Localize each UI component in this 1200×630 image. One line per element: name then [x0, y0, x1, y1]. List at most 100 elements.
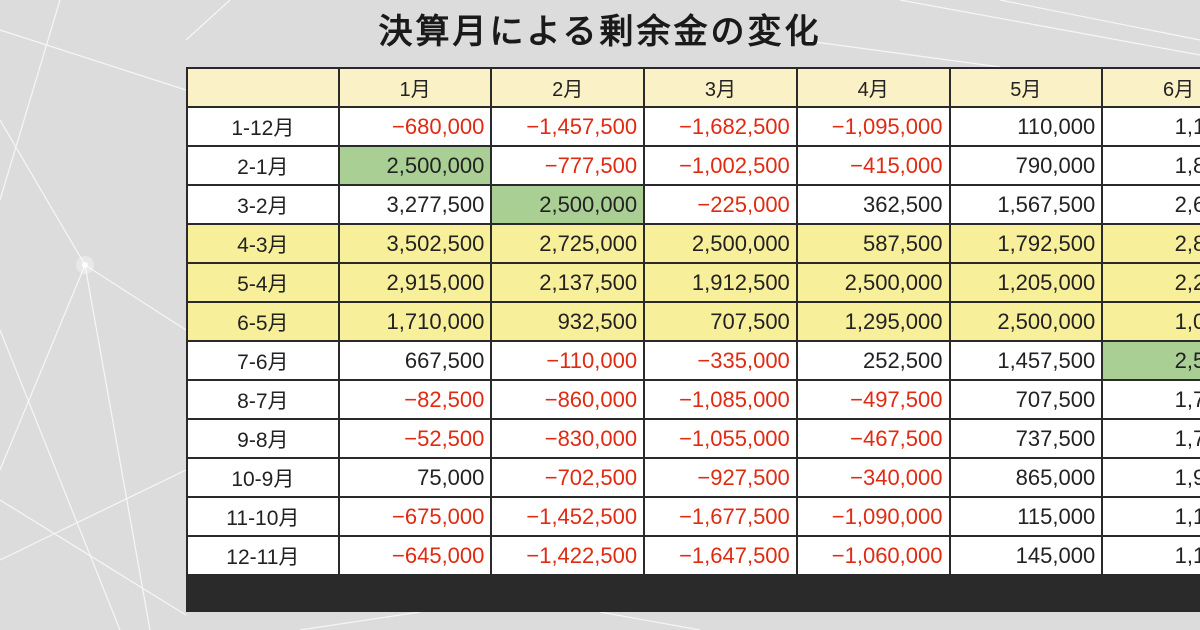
value-cell: −860,000 [492, 381, 644, 418]
value-cell: 790,000 [950, 147, 1102, 184]
value-cell: −110,000 [492, 342, 644, 379]
value-cell: −1,060,000 [797, 537, 949, 574]
row-label-cell: 5-4月 [188, 264, 338, 301]
value-cell: −1,002,500 [645, 147, 796, 184]
value-cell: 362,500 [797, 186, 949, 223]
value-cell: −52,500 [339, 420, 491, 457]
value-cell: 2,137,500 [492, 264, 644, 301]
row-label-cell: 9-8月 [188, 420, 338, 457]
table-row: 3-2月 3,277,500 2,500,000 −225,000 362,500 1,5… [188, 186, 1200, 223]
value-cell: 1,792,500 [950, 225, 1102, 262]
value-cell: −645,000 [339, 537, 491, 574]
table-row: 9-8月 −52,500 −830,000 −1,055,000 −467,500 737… [188, 420, 1200, 457]
value-cell: 2,915,000 [339, 264, 491, 301]
header-corner-cell [188, 69, 338, 106]
row-label-cell: 12-11月 [188, 537, 338, 574]
value-cell: 75,000 [339, 459, 491, 496]
table-row: 10-9月 75,000 −702,500 −927,500 −340,000 865,0… [188, 459, 1200, 496]
value-cell: −1,452,500 [492, 498, 644, 535]
row-label-cell: 8-7月 [188, 381, 338, 418]
table-row: 12-11月 −645,000 −1,422,500 −1,647,500 −1,060… [188, 537, 1200, 574]
column-header-1: 1月 [339, 69, 491, 106]
value-cell: 1,157,5 [1103, 498, 1200, 535]
row-label-cell: 3-2月 [188, 186, 338, 223]
value-cell: 252,500 [797, 342, 949, 379]
value-cell: −225,000 [645, 186, 796, 223]
page-title: 決算月による剰余金の変化 [378, 12, 822, 52]
value-cell: 1,205,000 [950, 264, 1102, 301]
column-header-3: 3月 [645, 69, 796, 106]
table-row: 6-5月 1,710,000 932,500 707,500 1,295,000 2,50… [188, 303, 1200, 340]
value-cell: 1,780,0 [1103, 420, 1200, 457]
value-cell: −467,500 [797, 420, 949, 457]
row-label-cell: 1-12月 [188, 108, 338, 145]
value-cell: 145,000 [950, 537, 1102, 574]
row-label-cell: 2-1月 [188, 147, 338, 184]
value-cell: −415,000 [797, 147, 949, 184]
value-cell: 2,500,000 [492, 186, 644, 223]
row-label-cell: 10-9月 [188, 459, 338, 496]
column-header-6: 6月 [1103, 69, 1200, 106]
value-cell: −702,500 [492, 459, 644, 496]
value-cell: 2,610,0 [1103, 186, 1200, 223]
value-cell: 1,042,5 [1103, 303, 1200, 340]
value-cell: 737,500 [950, 420, 1102, 457]
column-header-4: 4月 [797, 69, 949, 106]
value-cell: −680,000 [339, 108, 491, 145]
value-cell: −1,457,500 [492, 108, 644, 145]
table-row: 4-3月 3,502,500 2,725,000 2,500,000 587,500 1,… [188, 225, 1200, 262]
value-cell: −497,500 [797, 381, 949, 418]
table-row: 1-12月 −680,000 −1,457,500 −1,682,500 −1,095,… [188, 108, 1200, 145]
value-cell: 1,710,000 [339, 303, 491, 340]
table-row: 7-6月 667,500 −110,000 −335,000 252,500 1,457,… [188, 342, 1200, 379]
value-cell: 1,912,500 [645, 264, 796, 301]
row-label-cell: 4-3月 [188, 225, 338, 262]
value-cell: 1,295,000 [797, 303, 949, 340]
value-cell: 2,247,5 [1103, 264, 1200, 301]
value-cell: 2,835,0 [1103, 225, 1200, 262]
table-row: 5-4月 2,915,000 2,137,500 1,912,500 2,500,000… [188, 264, 1200, 301]
row-label-cell: 6-5月 [188, 303, 338, 340]
value-cell: −1,677,500 [645, 498, 796, 535]
header-row: 1月 2月 3月 4月 5月 6月 [188, 69, 1200, 106]
table-row: 11-10月 −675,000 −1,452,500 −1,677,500 −1,090… [188, 498, 1200, 535]
value-cell: −1,647,500 [645, 537, 796, 574]
value-cell: −1,085,000 [645, 381, 796, 418]
table-container: 1月 2月 3月 4月 5月 6月 1-12月 −680,000 −1,457,50… [186, 67, 1200, 612]
value-cell: −777,500 [492, 147, 644, 184]
value-cell: 1,567,500 [950, 186, 1102, 223]
surplus-table: 1月 2月 3月 4月 5月 6月 1-12月 −680,000 −1,457,50… [186, 67, 1200, 576]
value-cell: 667,500 [339, 342, 491, 379]
value-cell: −1,090,000 [797, 498, 949, 535]
value-cell: 115,000 [950, 498, 1102, 535]
row-label-cell: 7-6月 [188, 342, 338, 379]
value-cell: 865,000 [950, 459, 1102, 496]
value-cell: −335,000 [645, 342, 796, 379]
column-header-2: 2月 [492, 69, 644, 106]
value-cell: 587,500 [797, 225, 949, 262]
value-cell: 1,750,0 [1103, 381, 1200, 418]
value-cell: 1,907,5 [1103, 459, 1200, 496]
value-cell: −927,500 [645, 459, 796, 496]
value-cell: −1,682,500 [645, 108, 796, 145]
value-cell: 2,500,000 [645, 225, 796, 262]
value-cell: 1,457,500 [950, 342, 1102, 379]
value-cell: −830,000 [492, 420, 644, 457]
value-cell: 2,500,000 [950, 303, 1102, 340]
value-cell: 1,187,5 [1103, 537, 1200, 574]
value-cell: 2,500,0 [1103, 342, 1200, 379]
value-cell: 932,500 [492, 303, 644, 340]
value-cell: −82,500 [339, 381, 491, 418]
value-cell: 2,500,000 [797, 264, 949, 301]
value-cell: 2,725,000 [492, 225, 644, 262]
value-cell: −1,095,000 [797, 108, 949, 145]
column-header-5: 5月 [950, 69, 1102, 106]
value-cell: 1,152,5 [1103, 108, 1200, 145]
value-cell: 2,500,000 [339, 147, 491, 184]
value-cell: 3,502,500 [339, 225, 491, 262]
table-row: 8-7月 −82,500 −860,000 −1,085,000 −497,500 707… [188, 381, 1200, 418]
value-cell: −340,000 [797, 459, 949, 496]
value-cell: 707,500 [645, 303, 796, 340]
table-row: 2-1月 2,500,000 −777,500 −1,002,500 −415,000 7… [188, 147, 1200, 184]
value-cell: −675,000 [339, 498, 491, 535]
